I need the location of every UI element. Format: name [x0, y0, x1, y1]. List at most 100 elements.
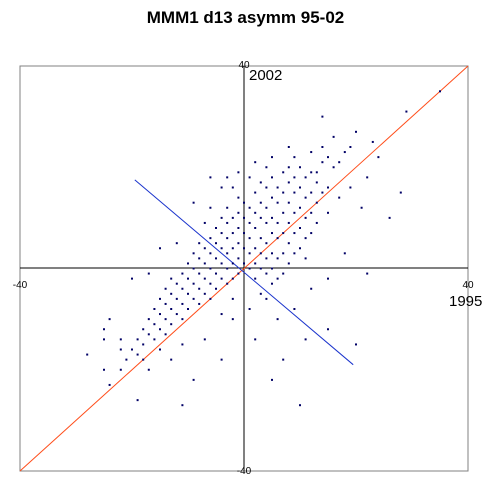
data-point	[248, 176, 251, 179]
data-point	[226, 267, 229, 270]
data-point	[293, 211, 296, 214]
data-point	[220, 313, 223, 316]
data-point	[153, 323, 156, 326]
data-point	[304, 176, 307, 179]
data-point	[237, 196, 240, 199]
data-point	[287, 201, 290, 204]
data-point	[226, 252, 229, 255]
data-point	[237, 242, 240, 245]
data-point	[248, 237, 251, 240]
data-point	[399, 191, 402, 194]
data-point	[209, 252, 212, 255]
data-point	[226, 282, 229, 285]
data-point	[299, 404, 301, 407]
data-point	[231, 186, 234, 189]
data-point	[192, 378, 195, 381]
y-tick-label-min: -40	[237, 466, 252, 477]
data-point	[259, 292, 262, 295]
data-point	[147, 333, 150, 336]
x-tick-label-min: -40	[13, 280, 28, 291]
data-point	[271, 176, 273, 179]
data-point	[215, 242, 217, 245]
data-point	[254, 227, 257, 229]
data-point	[299, 227, 301, 229]
data-point	[231, 232, 234, 235]
data-point	[343, 252, 346, 255]
data-point	[187, 277, 189, 280]
data-point	[248, 308, 251, 310]
data-point	[293, 252, 296, 255]
data-point	[282, 211, 285, 214]
data-point	[293, 308, 296, 310]
data-point	[237, 227, 240, 229]
data-point	[310, 232, 313, 235]
data-point	[198, 242, 201, 245]
data-point	[254, 277, 257, 280]
data-point	[388, 216, 391, 219]
data-point	[304, 338, 307, 341]
data-point	[159, 313, 161, 316]
data-point	[343, 151, 346, 154]
data-point	[299, 206, 301, 209]
data-point	[164, 287, 167, 290]
data-point	[276, 277, 279, 280]
data-point	[209, 297, 212, 300]
data-point	[192, 267, 195, 270]
data-point	[293, 191, 296, 194]
data-point	[310, 151, 313, 154]
data-point	[259, 267, 262, 270]
data-point	[231, 216, 234, 219]
y-axis-label: 2002	[249, 67, 282, 84]
data-point	[187, 262, 189, 265]
data-point	[287, 242, 290, 245]
data-point	[304, 196, 307, 199]
data-point	[215, 257, 217, 260]
orthogonal-line	[134, 179, 354, 366]
data-point	[299, 166, 301, 169]
data-point	[192, 252, 195, 255]
data-point	[254, 191, 257, 194]
data-point	[310, 287, 313, 290]
data-point	[327, 211, 329, 214]
data-point	[254, 211, 257, 214]
data-point	[203, 292, 206, 295]
data-point	[159, 297, 161, 300]
data-point	[287, 166, 290, 169]
data-point	[175, 242, 178, 245]
data-point	[170, 358, 173, 361]
data-point	[248, 252, 251, 255]
data-point	[231, 318, 234, 321]
data-point	[254, 338, 257, 341]
data-point	[119, 368, 122, 371]
data-point	[231, 262, 234, 265]
data-point	[220, 262, 223, 265]
data-point	[226, 237, 229, 240]
data-point	[243, 216, 245, 219]
data-point	[282, 358, 285, 361]
data-point	[147, 368, 150, 371]
data-point	[276, 186, 279, 189]
data-point	[226, 206, 229, 209]
data-point	[282, 191, 285, 194]
data-point	[159, 348, 161, 351]
data-point	[315, 181, 318, 184]
data-point	[231, 277, 234, 280]
data-point	[338, 161, 341, 164]
data-point	[153, 308, 156, 310]
data-point	[327, 277, 329, 280]
data-point	[175, 297, 178, 300]
data-point	[187, 308, 189, 310]
x-tick-label-max: 40	[462, 280, 474, 291]
data-point	[220, 247, 223, 250]
data-point	[147, 318, 150, 321]
data-point	[226, 176, 229, 179]
data-point	[271, 378, 273, 381]
data-point	[265, 206, 268, 209]
data-point	[192, 282, 195, 285]
data-point	[254, 161, 257, 164]
data-point	[231, 297, 234, 300]
data-point	[259, 237, 262, 240]
data-point	[209, 176, 212, 179]
data-point	[327, 328, 329, 331]
data-point	[119, 348, 122, 351]
